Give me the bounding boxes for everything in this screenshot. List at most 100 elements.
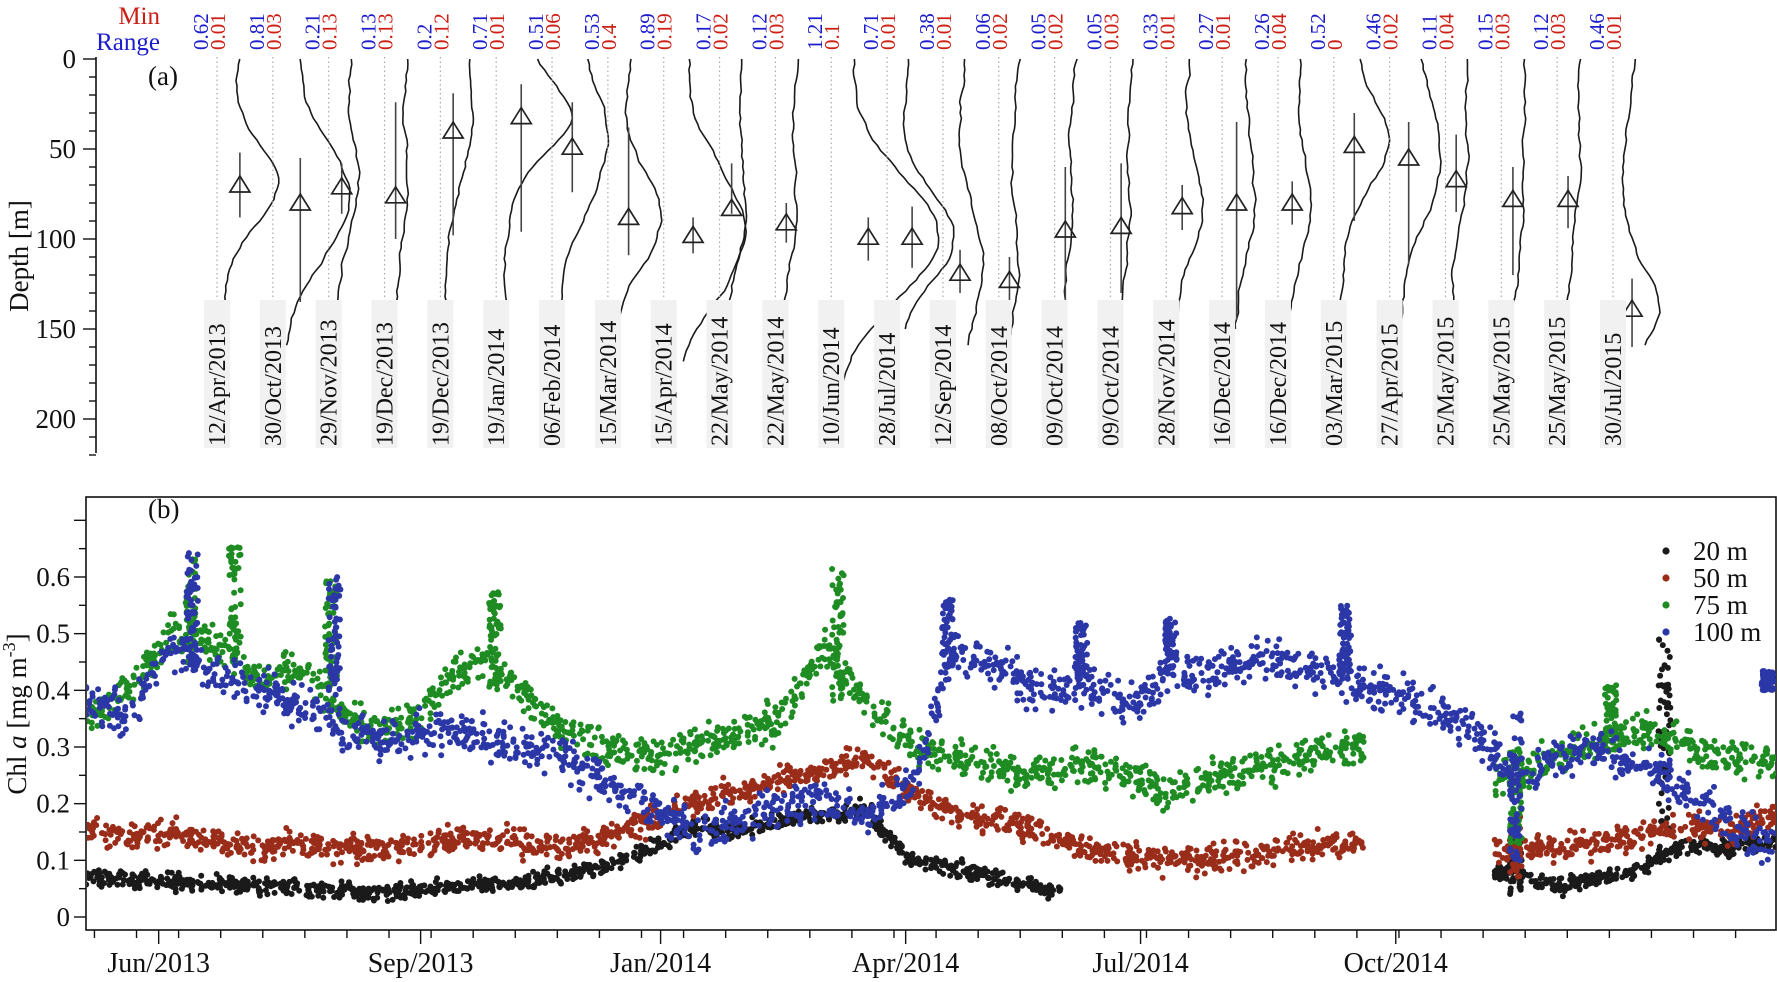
svg-text:0.03: 0.03 — [1490, 13, 1514, 50]
svg-text:150: 150 — [36, 314, 77, 344]
svg-text:15/Mar/2014: 15/Mar/2014 — [596, 321, 622, 446]
svg-text:0.12: 0.12 — [747, 13, 771, 50]
panel-b-label: (b) — [148, 494, 179, 524]
svg-text:15/Apr/2014: 15/Apr/2014 — [652, 323, 678, 446]
svg-text:0.1: 0.1 — [820, 24, 844, 50]
depth-axis: 0 50 100 150 200 — [36, 44, 97, 456]
svg-text:0.1: 0.1 — [36, 845, 70, 875]
svg-text:10/Jun/2014: 10/Jun/2014 — [819, 327, 845, 446]
svg-text:0.03: 0.03 — [764, 13, 788, 50]
svg-text:03/Mar/2015: 03/Mar/2015 — [1322, 321, 1348, 446]
svg-text:0.2: 0.2 — [36, 789, 70, 819]
panel-a-label: (a) — [148, 61, 178, 91]
svg-text:0.11: 0.11 — [1417, 14, 1441, 50]
svg-text:16/Dec/2014: 16/Dec/2014 — [1210, 322, 1236, 446]
svg-text:Jul/2014: Jul/2014 — [1092, 948, 1188, 979]
svg-text:0.33: 0.33 — [1138, 13, 1162, 50]
legend-label: 20 m — [1693, 536, 1748, 566]
svg-text:Jan/2014: Jan/2014 — [610, 948, 711, 979]
svg-text:0.71: 0.71 — [859, 13, 883, 50]
svg-text:0.46: 0.46 — [1362, 13, 1386, 50]
svg-text:06/Feb/2014: 06/Feb/2014 — [540, 325, 566, 446]
range-row-label: Range — [96, 29, 160, 56]
svg-text:0.02: 0.02 — [988, 13, 1012, 50]
svg-text:50: 50 — [49, 134, 76, 164]
svg-text:27/Apr/2015: 27/Apr/2015 — [1378, 323, 1404, 446]
legend-item-20m: 20 m — [1662, 536, 1748, 566]
svg-text:0.02: 0.02 — [1044, 13, 1068, 50]
svg-text:28/Jul/2014: 28/Jul/2014 — [875, 333, 901, 446]
svg-text:29/Nov/2013: 29/Nov/2013 — [317, 319, 343, 446]
svg-text:30/Jul/2015: 30/Jul/2015 — [1601, 333, 1627, 446]
svg-text:0.04: 0.04 — [1434, 13, 1458, 50]
svg-text:09/Oct/2014: 09/Oct/2014 — [1098, 326, 1124, 446]
svg-text:0.53: 0.53 — [580, 13, 604, 50]
svg-text:Jun/2013: Jun/2013 — [107, 948, 210, 979]
svg-text:0.03: 0.03 — [1546, 13, 1570, 50]
timeseries-axes: 0 0.1 0.2 0.3 0.4 0.5 0.6 Jun/2013 Sep/2013 Jan/2… — [36, 496, 1777, 979]
svg-text:0.17: 0.17 — [692, 13, 716, 50]
svg-text:0.12: 0.12 — [1529, 13, 1553, 50]
svg-text:25/May/2015: 25/May/2015 — [1489, 317, 1515, 446]
svg-text:Oct/2014: Oct/2014 — [1344, 948, 1448, 979]
svg-text:100: 100 — [36, 224, 77, 254]
legend-dot — [1662, 601, 1670, 609]
svg-text:0.21: 0.21 — [301, 13, 325, 50]
legend-dot — [1662, 547, 1670, 555]
svg-text:0.01: 0.01 — [206, 13, 230, 50]
svg-text:0.89: 0.89 — [636, 13, 660, 50]
legend-label: 50 m — [1693, 563, 1748, 593]
svg-text:0.01: 0.01 — [485, 13, 509, 50]
svg-text:0.2: 0.2 — [412, 24, 436, 50]
legend-item-100m: 100 m — [1662, 617, 1761, 647]
svg-text:22/May/2014: 22/May/2014 — [763, 317, 789, 446]
svg-text:0.05: 0.05 — [1027, 13, 1051, 50]
svg-text:09/Oct/2014: 09/Oct/2014 — [1043, 326, 1069, 446]
svg-text:0.02: 0.02 — [1379, 13, 1403, 50]
svg-text:0.01: 0.01 — [1602, 13, 1626, 50]
svg-text:Apr/2014: Apr/2014 — [852, 948, 959, 979]
svg-text:0.27: 0.27 — [1194, 13, 1218, 50]
svg-text:0.52: 0.52 — [1306, 13, 1330, 50]
svg-text:28/Nov/2014: 28/Nov/2014 — [1154, 319, 1180, 446]
svg-text:30/Oct/2013: 30/Oct/2013 — [261, 326, 287, 446]
svg-text:0.81: 0.81 — [245, 13, 269, 50]
legend-item-50m: 50 m — [1662, 563, 1748, 593]
svg-text:0.01: 0.01 — [1211, 13, 1235, 50]
svg-text:0.15: 0.15 — [1473, 13, 1497, 50]
svg-text:0.01: 0.01 — [876, 13, 900, 50]
svg-text:0.01: 0.01 — [932, 13, 956, 50]
svg-text:0: 0 — [1323, 40, 1347, 51]
svg-text:0.4: 0.4 — [597, 23, 621, 50]
svg-text:1.21: 1.21 — [803, 13, 827, 50]
svg-text:0.62: 0.62 — [189, 13, 213, 50]
svg-text:0.19: 0.19 — [653, 13, 677, 50]
svg-text:12/Apr/2013: 12/Apr/2013 — [205, 323, 231, 446]
svg-text:0.13: 0.13 — [318, 13, 342, 50]
svg-text:0.3: 0.3 — [36, 732, 70, 762]
legend-dot — [1662, 628, 1670, 636]
svg-text:0.06: 0.06 — [541, 13, 565, 50]
svg-text:12/Sep/2014: 12/Sep/2014 — [931, 325, 957, 446]
svg-text:19/Dec/2013: 19/Dec/2013 — [373, 322, 399, 446]
svg-text:0.13: 0.13 — [374, 13, 398, 50]
svg-text:0.03: 0.03 — [262, 13, 286, 50]
svg-text:0.51: 0.51 — [524, 13, 548, 50]
svg-text:0.01: 0.01 — [1155, 13, 1179, 50]
svg-text:0.71: 0.71 — [468, 13, 492, 50]
profile-casts: 0.620.0112/Apr/20130.810.0330/Oct/20130.… — [189, 13, 1661, 448]
svg-text:0.04: 0.04 — [1267, 13, 1291, 50]
svg-text:0.02: 0.02 — [709, 13, 733, 50]
svg-text:0.12: 0.12 — [429, 13, 453, 50]
svg-text:0.26: 0.26 — [1250, 13, 1274, 50]
svg-text:0.05: 0.05 — [1082, 13, 1106, 50]
svg-text:0.6: 0.6 — [36, 562, 70, 592]
svg-text:Sep/2013: Sep/2013 — [368, 948, 474, 979]
svg-text:19/Jan/2014: 19/Jan/2014 — [484, 329, 510, 446]
svg-text:0.4: 0.4 — [36, 675, 70, 705]
timeseries-points — [87, 544, 1776, 904]
legend-label: 75 m — [1693, 590, 1748, 620]
legend-label: 100 m — [1693, 617, 1761, 647]
